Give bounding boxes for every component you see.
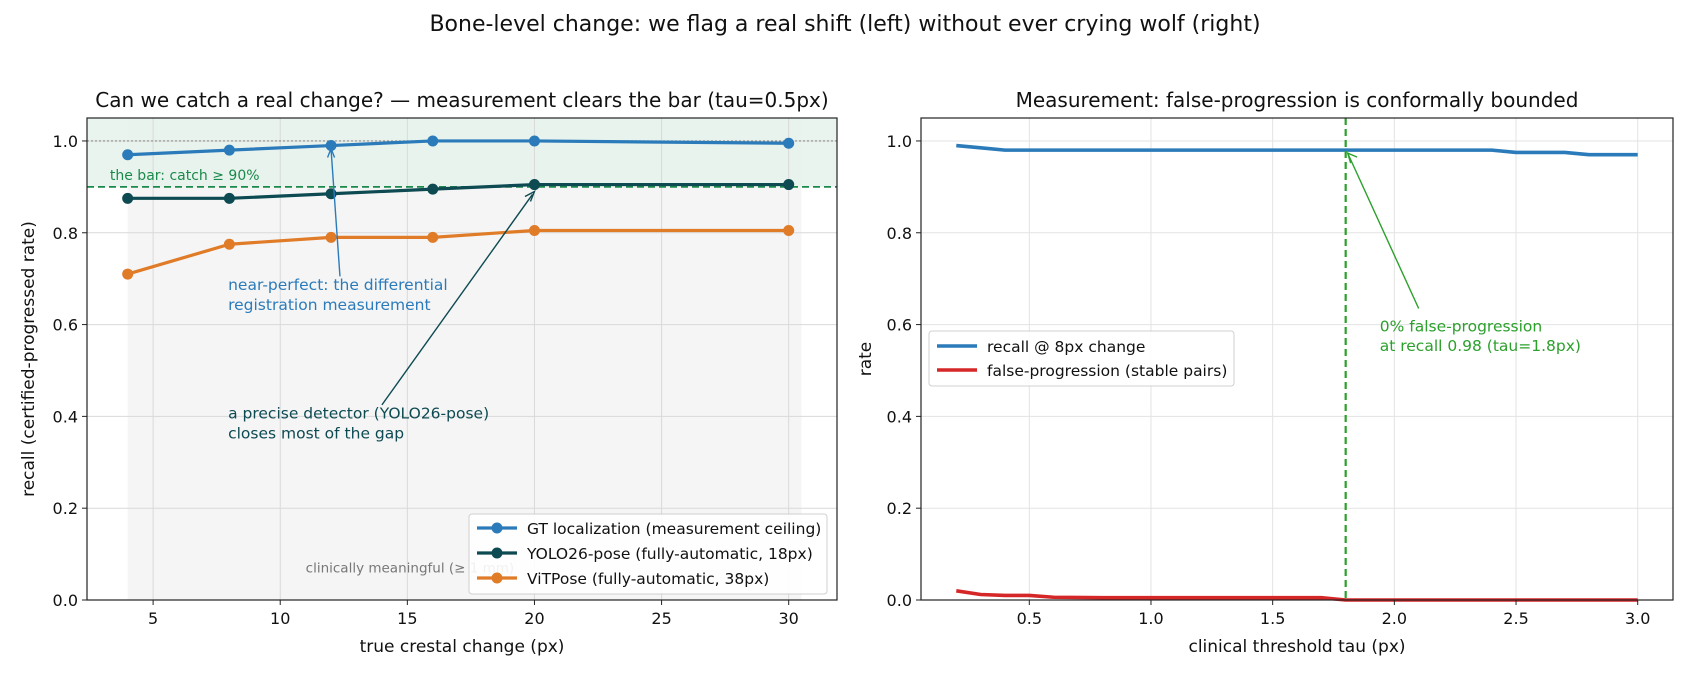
annotation-gt-text-line-1: near-perfect: the differential xyxy=(228,276,448,294)
annotation-gt-arrowhead xyxy=(326,146,336,158)
series-2-point xyxy=(528,224,540,236)
left-legend-label: YOLO26-pose (fully-automatic, 18px) xyxy=(526,545,813,563)
right-series-line-0 xyxy=(956,143,1638,157)
right-y-tick-label: 0.8 xyxy=(887,224,912,243)
series-1-point xyxy=(122,192,134,204)
annotation-gt-arrow xyxy=(330,149,341,277)
left-x-axis-label: true crestal change (px) xyxy=(360,637,565,657)
right-y-tick-label: 0.2 xyxy=(887,499,912,518)
right-y-tick-label: 0.6 xyxy=(887,316,912,335)
annotation-tau-arrowhead xyxy=(1346,151,1358,164)
left-y-axis-label: recall (certified-progressed rate) xyxy=(19,221,39,497)
left-x-tick-label: 30 xyxy=(779,609,799,628)
left-legend-label: GT localization (measurement ceiling) xyxy=(527,520,821,538)
right-y-tick-label: 0.0 xyxy=(887,591,912,610)
series-0-point xyxy=(122,149,134,161)
right-legend: recall @ 8px change false-progression (st… xyxy=(928,330,1235,387)
series-2-point xyxy=(783,224,795,236)
left-plot-frame xyxy=(86,117,838,601)
left-x-tick-label: 15 xyxy=(397,609,417,628)
right-x-tick-label: 1.0 xyxy=(1138,609,1163,628)
right-x-tick-label: 3.0 xyxy=(1625,609,1650,628)
left-y-tick-label: 0.8 xyxy=(53,224,78,243)
left-y-tick-label: 1.0 xyxy=(53,132,78,151)
series-1-point xyxy=(223,192,235,204)
right-legend-box xyxy=(928,330,1235,387)
bar-label: the bar: catch ≥ 90% xyxy=(110,168,260,184)
left-x-tick-label: 20 xyxy=(524,609,544,628)
right-legend-label: false-progression (stable pairs) xyxy=(987,362,1227,380)
series-2-point xyxy=(427,231,439,243)
left-legend-box xyxy=(468,513,828,595)
right-chart-panel: 0% false-progression at recall 0.98 (tau=… xyxy=(856,88,1674,657)
right-y-axis-label: rate xyxy=(856,342,876,377)
right-x-axis-label: clinical threshold tau (px) xyxy=(1188,637,1405,657)
right-plot-frame xyxy=(920,117,1674,601)
left-chart-title: Can we catch a real change? — measuremen… xyxy=(95,88,828,112)
right-x-tick-label: 2.5 xyxy=(1503,609,1528,628)
left-legend-label: ViTPose (fully-automatic, 38px) xyxy=(527,570,769,588)
left-y-tick-label: 0.2 xyxy=(53,499,78,518)
annotation-gt-text-line-2: registration measurement xyxy=(228,296,430,314)
series-1-point xyxy=(783,179,795,191)
series-0-point xyxy=(325,140,337,152)
right-legend-label: recall @ 8px change xyxy=(987,338,1145,356)
annotation-tau-text-line-1: 0% false-progression xyxy=(1380,317,1543,335)
clinical-region-label: clinically meaningful (≥ 1 mm) xyxy=(306,560,515,576)
series-line-0 xyxy=(127,139,789,157)
annotation-yolo-arrowhead xyxy=(524,189,536,202)
series-2-point xyxy=(223,238,235,250)
series-1-point xyxy=(427,183,439,195)
annotation-tau-arrow xyxy=(1347,152,1420,309)
series-0-point xyxy=(427,135,439,147)
series-0-point xyxy=(528,135,540,147)
left-y-tick-label: 0.0 xyxy=(53,591,78,610)
right-x-tick-label: 1.5 xyxy=(1260,609,1285,628)
left-x-tick-label: 25 xyxy=(651,609,671,628)
series-1-point xyxy=(528,179,540,191)
right-series-line-1 xyxy=(956,589,1638,602)
left-x-tick-label: 10 xyxy=(270,609,290,628)
series-2-point xyxy=(122,268,134,280)
left-legend: GT localization (measurement ceiling) YOL… xyxy=(468,513,828,595)
left-legend-swatch-marker xyxy=(491,522,503,534)
series-line-2 xyxy=(127,228,789,276)
figure-suptitle: Bone-level change: we flag a real shift … xyxy=(429,12,1260,37)
series-2-point xyxy=(325,231,337,243)
right-x-tick-label: 2.0 xyxy=(1382,609,1407,628)
annotation-yolo-text-line-1: a precise detector (YOLO26-pose) xyxy=(228,405,489,423)
series-0-point xyxy=(783,137,795,149)
left-y-tick-label: 0.6 xyxy=(53,316,78,335)
left-legend-swatch-marker xyxy=(491,572,503,584)
right-x-tick-label: 0.5 xyxy=(1017,609,1042,628)
series-0-point xyxy=(223,144,235,156)
annotation-yolo-text-line-2: closes most of the gap xyxy=(228,424,404,442)
right-chart-title: Measurement: false-progression is confor… xyxy=(1016,88,1579,112)
annotation-tau-text-line-2: at recall 0.98 (tau=1.8px) xyxy=(1380,337,1581,355)
annotation-yolo-arrow xyxy=(381,194,534,406)
series-line-1 xyxy=(127,182,789,200)
left-x-tick-label: 5 xyxy=(148,609,158,628)
left-y-tick-label: 0.4 xyxy=(53,407,78,426)
right-y-tick-label: 0.4 xyxy=(887,407,912,426)
left-chart-panel: the bar: catch ≥ 90% clinically meaningfu… xyxy=(19,88,838,657)
right-y-tick-label: 1.0 xyxy=(887,132,912,151)
left-legend-swatch-marker xyxy=(491,547,503,559)
